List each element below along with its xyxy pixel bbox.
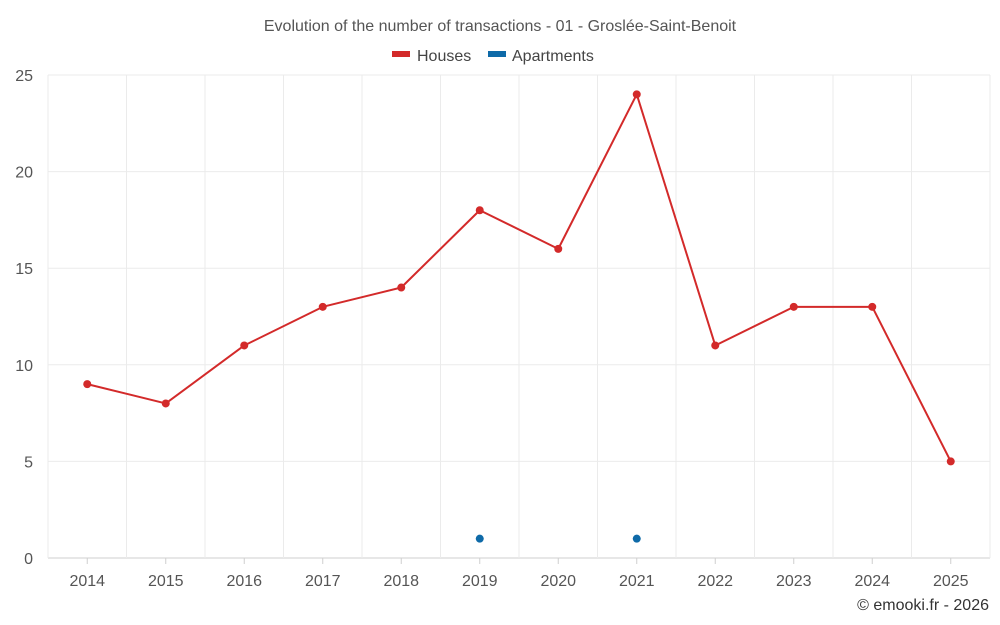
data-point-houses-2025[interactable] bbox=[946, 457, 955, 466]
legend-item-houses[interactable]: Houses bbox=[392, 48, 471, 65]
series bbox=[83, 90, 955, 543]
data-point-houses-2021[interactable] bbox=[632, 90, 641, 99]
data-point-apartments-2019[interactable] bbox=[475, 534, 484, 543]
y-tick-label: 15 bbox=[15, 261, 33, 278]
legend-item-apartments[interactable]: Apartments bbox=[488, 48, 594, 65]
y-axis-labels: 0 5 10 15 20 25 bbox=[15, 68, 33, 568]
x-tick-label: 2025 bbox=[933, 573, 969, 590]
credit-text: © emooki.fr - 2026 bbox=[857, 597, 989, 614]
data-point-houses-2020[interactable] bbox=[554, 244, 563, 253]
x-tick-label: 2016 bbox=[226, 573, 262, 590]
x-tick-label: 2018 bbox=[383, 573, 419, 590]
y-tick-label: 25 bbox=[15, 68, 33, 85]
x-tick-label: 2021 bbox=[619, 573, 655, 590]
grid bbox=[47, 74, 991, 564]
series-houses bbox=[83, 90, 955, 466]
chart-title: Evolution of the number of transactions … bbox=[264, 18, 737, 35]
data-point-houses-2015[interactable] bbox=[161, 399, 170, 408]
y-tick-label: 5 bbox=[24, 454, 33, 471]
legend-swatch-houses bbox=[392, 51, 410, 57]
x-tick-label: 2022 bbox=[697, 573, 733, 590]
data-point-houses-2016[interactable] bbox=[240, 341, 249, 350]
data-point-houses-2017[interactable] bbox=[318, 302, 327, 311]
legend: Houses Apartments bbox=[392, 48, 594, 65]
data-point-houses-2024[interactable] bbox=[868, 302, 877, 311]
y-tick-label: 0 bbox=[24, 551, 33, 568]
x-tick-label: 2015 bbox=[148, 573, 184, 590]
legend-swatch-apartments bbox=[488, 51, 506, 57]
data-point-houses-2014[interactable] bbox=[83, 380, 92, 389]
data-point-apartments-2021[interactable] bbox=[632, 534, 641, 543]
data-point-houses-2022[interactable] bbox=[711, 341, 720, 350]
x-tick-label: 2019 bbox=[462, 573, 498, 590]
series-apartments bbox=[475, 534, 641, 543]
x-tick-label: 2014 bbox=[69, 573, 105, 590]
legend-label-houses: Houses bbox=[417, 48, 471, 65]
y-tick-label: 10 bbox=[15, 358, 33, 375]
series-line-houses bbox=[87, 93, 952, 462]
data-point-houses-2023[interactable] bbox=[789, 302, 798, 311]
y-tick-label: 20 bbox=[15, 165, 33, 182]
x-tick-label: 2023 bbox=[776, 573, 812, 590]
x-tick-label: 2020 bbox=[540, 573, 576, 590]
data-point-houses-2019[interactable] bbox=[475, 206, 484, 215]
x-tick-label: 2024 bbox=[854, 573, 890, 590]
x-tick-label: 2017 bbox=[305, 573, 341, 590]
data-point-houses-2018[interactable] bbox=[397, 283, 406, 292]
legend-label-apartments: Apartments bbox=[512, 48, 594, 65]
x-axis-labels: 2014 2015 2016 2017 2018 2019 2020 2021 2022 2023… bbox=[69, 573, 968, 590]
